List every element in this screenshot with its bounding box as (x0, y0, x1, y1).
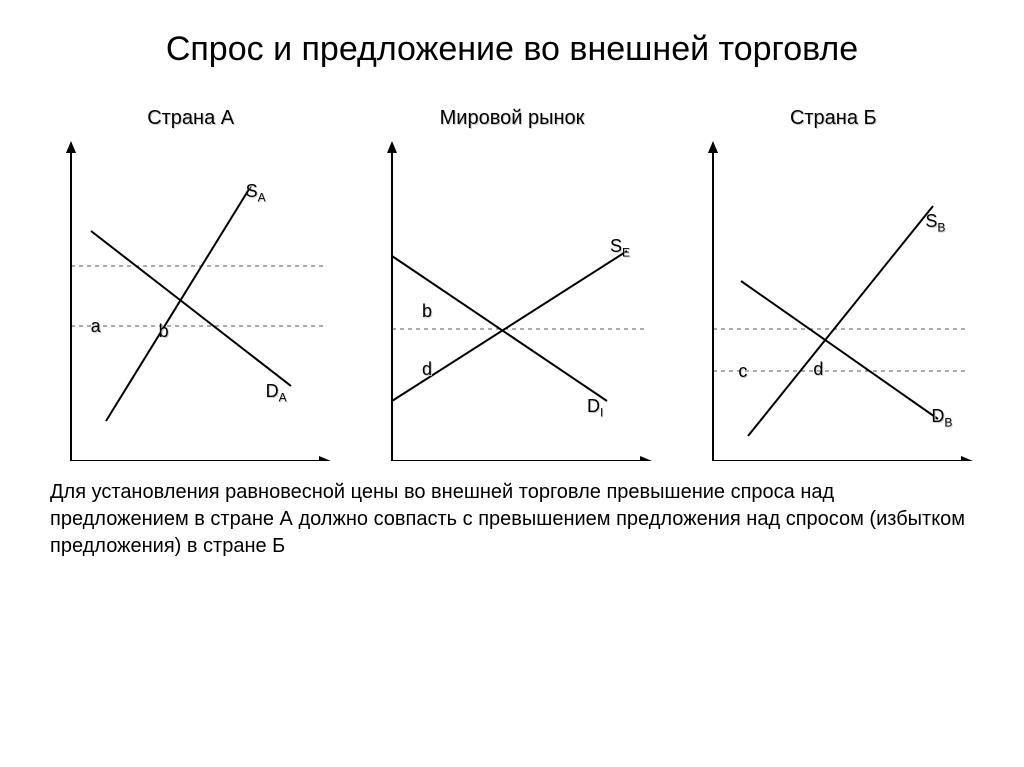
x-axis-arrow (961, 456, 973, 461)
demand-label-A: DA (266, 381, 287, 405)
demand-line (741, 281, 938, 419)
demand-label-main: D (587, 396, 600, 416)
chart-title-B: Страна Б (790, 107, 877, 135)
supply-label-main: S (925, 211, 937, 231)
region-label-b: b (159, 321, 169, 342)
supply-label-B: SB (925, 211, 945, 235)
x-axis-arrow (640, 456, 652, 461)
demand-label-sub: A (279, 390, 287, 404)
supply-label-sub: A (258, 190, 266, 204)
y-axis-arrow (66, 141, 76, 153)
region-label-c: c (738, 361, 747, 382)
chart-title-E: Мировой рынок (440, 107, 585, 135)
chart-A: SADAab (51, 141, 331, 461)
demand-label-E: DI (587, 396, 603, 420)
supply-label-main: S (610, 236, 622, 256)
demand-label-sub: B (944, 415, 952, 429)
supply-line (106, 186, 251, 421)
demand-label-main: D (266, 381, 279, 401)
region-label-a: a (91, 316, 101, 337)
region-label-d: d (422, 359, 432, 380)
y-axis-arrow (387, 141, 397, 153)
supply-label-sub: E (622, 245, 630, 259)
chart-B: SBDBcd (693, 141, 973, 461)
demand-label-B: DB (931, 406, 952, 430)
x-axis-arrow (319, 456, 331, 461)
chart-wrapper-E: Мировой рынокSEDIbd (372, 107, 652, 461)
region-label-b: b (422, 301, 432, 322)
chart-svg-A (51, 141, 331, 461)
supply-label-sub: B (937, 220, 945, 234)
region-label-d: d (813, 359, 823, 380)
page-title: Спрос и предложение во внешней торговле (0, 0, 1024, 71)
chart-wrapper-A: Страна АSADAab (51, 107, 331, 461)
charts-row: Страна АSADAabМировой рынокSEDIbdСтрана … (0, 107, 1024, 461)
supply-label-A: SA (246, 181, 266, 205)
supply-label-main: S (246, 181, 258, 201)
y-axis-arrow (708, 141, 718, 153)
supply-label-E: SE (610, 236, 630, 260)
chart-wrapper-B: Страна БSBDBcd (693, 107, 973, 461)
chart-title-A: Страна А (147, 107, 234, 135)
demand-label-main: D (931, 406, 944, 426)
demand-line (91, 231, 291, 386)
chart-E: SEDIbd (372, 141, 652, 461)
chart-svg-E (372, 141, 652, 461)
caption-text: Для установления равновесной цены во вне… (0, 461, 1024, 560)
demand-label-sub: I (600, 405, 603, 419)
supply-line (748, 206, 933, 436)
